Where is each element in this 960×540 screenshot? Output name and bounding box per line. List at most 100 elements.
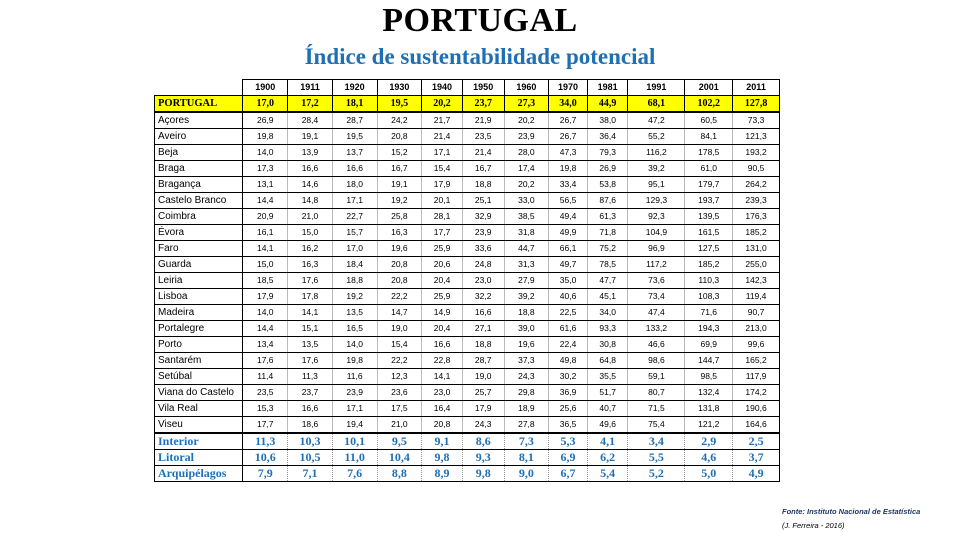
cell-value: 60,5 <box>684 112 734 129</box>
row-label: Coimbra <box>153 208 244 225</box>
cell-value: 9,3 <box>462 449 505 466</box>
cell-value: 23,0 <box>462 272 505 289</box>
cell-value: 18,8 <box>462 176 505 193</box>
cell-value: 117,9 <box>732 368 780 385</box>
cell-value: 44,7 <box>504 240 550 257</box>
cell-value: 14,1 <box>287 304 333 321</box>
cell-value: 49,7 <box>548 256 588 273</box>
cell-value: 29,8 <box>504 384 550 401</box>
cell-value: 49,9 <box>548 224 588 241</box>
cell-value: 35,5 <box>587 368 629 385</box>
cell-value: 174,2 <box>732 384 780 401</box>
cell-value: 40,7 <box>587 400 629 417</box>
cell-value: 104,9 <box>627 224 686 241</box>
row-label: Madeira <box>153 304 244 321</box>
cell-value: 16,6 <box>287 160 333 177</box>
cell-value: 16,5 <box>332 320 378 337</box>
cell-value: 49,8 <box>548 352 588 369</box>
cell-value: 17,1 <box>421 144 463 161</box>
district-row: Bragança 13,1 14,6 18,0 19,1 17,9 18,8 20,2 33,4… <box>153 176 780 193</box>
district-row: Açores 26,9 28,4 28,7 24,2 21,7 21,9 20,2 26,7 38… <box>153 112 780 129</box>
cell-value: 14,6 <box>287 176 333 193</box>
cell-value: 35,0 <box>548 272 588 289</box>
cell-value: 16,2 <box>287 240 333 257</box>
cell-value: 17,9 <box>421 176 463 193</box>
cell-value: 16,7 <box>377 160 423 177</box>
row-label: Santarém <box>153 352 244 369</box>
cell-value: 5,4 <box>587 465 629 482</box>
cell-value: 14,0 <box>242 144 289 161</box>
cell-value: 27,1 <box>462 320 505 337</box>
cell-value: 121,2 <box>684 416 734 433</box>
cell-value: 20,2 <box>504 112 550 129</box>
district-row: Coimbra 20,9 21,0 22,7 25,8 28,1 32,9 38,5 49,4 6… <box>153 208 780 225</box>
cell-value: 21,4 <box>421 128 463 145</box>
cell-value: 194,3 <box>684 320 734 337</box>
cell-value: 64,8 <box>587 352 629 369</box>
cell-value: 28,4 <box>287 112 333 129</box>
cell-value: 22,7 <box>332 208 378 225</box>
cell-value: 17,5 <box>377 400 423 417</box>
cell-value: 55,2 <box>627 128 686 145</box>
cell-value: 7,3 <box>504 432 550 450</box>
cell-value: 22,4 <box>548 336 588 353</box>
cell-value: 25,9 <box>421 288 463 305</box>
row-label: Arquipélagos <box>153 465 244 482</box>
sustainability-index-table: 1900 1911 1920 1930 1940 1950 1960 1970 … <box>153 79 780 433</box>
cell-value: 2,5 <box>732 432 780 450</box>
cell-value: 25,1 <box>462 192 505 209</box>
cell-value: 93,3 <box>587 320 629 337</box>
row-label: Vila Real <box>153 400 244 417</box>
cell-value: 46,6 <box>627 336 686 353</box>
cell-value: 213,0 <box>732 320 780 337</box>
cell-value: 178,5 <box>684 144 734 161</box>
cell-value: 33,0 <box>504 192 550 209</box>
cell-value: 61,6 <box>548 320 588 337</box>
cell-value: 117,2 <box>627 256 686 273</box>
cell-value: 98,6 <box>627 352 686 369</box>
year-header: 1960 <box>503 79 550 96</box>
district-row: Castelo Branco 14,4 14,8 17,1 19,2 20,1 25,1 33… <box>153 192 780 209</box>
cell-value: 16,1 <box>242 224 289 241</box>
cell-value: 90,5 <box>732 160 780 177</box>
cell-value: 36,9 <box>548 384 588 401</box>
district-row: Faro 14,1 16,2 17,0 19,6 25,9 33,6 44,7 66,1 75,2… <box>153 240 780 257</box>
cell-value: 16,6 <box>421 336 463 353</box>
cell-value: 23,6 <box>377 384 423 401</box>
cell-value: 176,3 <box>732 208 780 225</box>
cell-value: 49,4 <box>548 208 588 225</box>
cell-value: 33,6 <box>462 240 505 257</box>
cell-value: 19,4 <box>332 416 378 433</box>
cell-value: 7,6 <box>332 465 378 482</box>
cell-value: 19,8 <box>548 160 588 177</box>
cell-value: 22,2 <box>377 288 423 305</box>
cell-value: 108,3 <box>684 288 734 305</box>
row-label: Bragança <box>153 176 244 193</box>
cell-value: 255,0 <box>732 256 780 273</box>
row-label: Évora <box>153 224 244 241</box>
author-credit: (J. Ferreira - 2016) <box>782 521 845 530</box>
cell-value: 49,6 <box>587 416 629 433</box>
cell-value: 185,2 <box>684 256 734 273</box>
cell-value: 99,6 <box>732 336 780 353</box>
cell-value: 14,1 <box>421 368 463 385</box>
cell-value: 19,1 <box>377 176 423 193</box>
district-row: Setúbal 11,4 11,3 11,6 12,3 14,1 19,0 24,3 30,2 3… <box>153 368 780 385</box>
cell-value: 39,2 <box>627 160 686 177</box>
cell-value: 10,3 <box>287 432 333 450</box>
cell-value: 24,2 <box>377 112 423 129</box>
row-label: Beja <box>153 144 244 161</box>
cell-value: 6,2 <box>587 449 629 466</box>
cell-value: 25,8 <box>377 208 423 225</box>
cell-value: 26,9 <box>242 112 289 129</box>
district-row: Leiria 18,5 17,6 18,8 20,8 20,4 23,0 27,9 35,0 47… <box>153 272 780 289</box>
cell-value: 44,9 <box>586 95 629 113</box>
cell-value: 26,9 <box>587 160 629 177</box>
cell-value: 13,5 <box>332 304 378 321</box>
cell-value: 33,4 <box>548 176 588 193</box>
cell-value: 179,7 <box>684 176 734 193</box>
cell-value: 17,9 <box>462 400 505 417</box>
cell-value: 80,7 <box>627 384 686 401</box>
cell-value: 13,5 <box>287 336 333 353</box>
cell-value: 16,6 <box>332 160 378 177</box>
